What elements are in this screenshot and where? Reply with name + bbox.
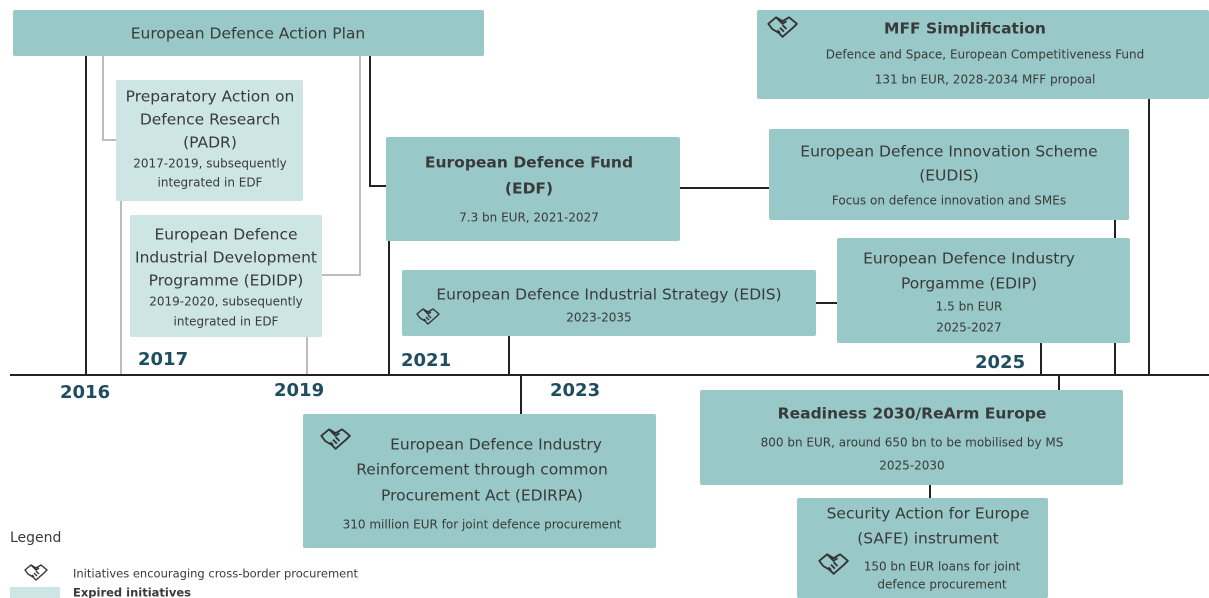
initiative-title: Procurement Act (EDIRPA) <box>381 487 583 505</box>
initiative-detail: Defence and Space, European Competitiven… <box>826 48 1145 62</box>
legend-title: Legend <box>10 530 61 546</box>
initiative-detail: 131 bn EUR, 2028-2034 MFF propoal <box>875 73 1096 87</box>
legend-item: Initiatives encouraging cross-border pro… <box>73 567 359 581</box>
initiative-title: European Defence Industrial Strategy (ED… <box>436 286 781 304</box>
initiative-detail: integrated in EDF <box>174 315 279 329</box>
initiative-title: Porgamme (EDIP) <box>901 275 1037 293</box>
legend-swatch <box>10 587 60 598</box>
year-label: 2023 <box>550 380 600 401</box>
initiative-title: Reinforcement through common <box>356 461 608 479</box>
initiative-title: Preparatory Action on <box>126 88 295 106</box>
initiative-title: Programme (EDIDP) <box>149 272 304 290</box>
initiative-box <box>130 215 322 337</box>
initiative-title: (PADR) <box>183 134 237 152</box>
years: 2016 2017 2019 2021 2023 2025 <box>60 349 1025 403</box>
initiative-title: Industrial Development <box>135 249 317 267</box>
year-label: 2017 <box>138 349 188 370</box>
year-label: 2019 <box>274 380 324 401</box>
initiative-title: (SAFE) instrument <box>857 530 998 548</box>
initiative-title: MFF Simplification <box>884 20 1046 38</box>
plan-box <box>13 10 484 56</box>
initiative-detail: Focus on defence innovation and SMEs <box>832 194 1066 208</box>
initiative-detail: 2023-2035 <box>566 311 631 325</box>
legend-item: Expired initiatives <box>73 586 191 598</box>
initiative-detail: 2019-2020, subsequently <box>149 295 303 309</box>
connector <box>322 56 361 276</box>
initiative-box <box>757 10 1209 99</box>
year-label: 2021 <box>401 350 451 371</box>
plan-title: European Defence Action Plan <box>131 25 365 43</box>
initiative-title: European Defence <box>154 226 297 244</box>
initiative-detail: 800 bn EUR, around 650 bn to be mobilise… <box>761 436 1064 450</box>
initiative-detail: integrated in EDF <box>158 176 263 190</box>
initiative-detail: defence procurement <box>877 578 1007 592</box>
initiative-detail: 7.3 bn EUR, 2021-2027 <box>459 211 599 225</box>
initiative-title: European Defence Industry <box>390 436 602 454</box>
initiative-box <box>837 238 1130 343</box>
handshake-icon <box>24 564 48 581</box>
initiative-box <box>700 390 1123 485</box>
initiative-detail: 2025-2030 <box>879 459 944 473</box>
boxes: European Defence Action Plan Preparatory … <box>13 10 1209 598</box>
initiative-title: Defence Research <box>140 111 280 129</box>
initiative-title: (EUDIS) <box>919 167 979 185</box>
connector <box>102 56 116 141</box>
initiative-title: European Defence Fund <box>425 154 633 172</box>
initiative-box <box>797 498 1048 598</box>
legend: Legend Initiatives encouraging cross-bor… <box>10 530 359 598</box>
initiative-title: Readiness 2030/ReArm Europe <box>778 405 1047 423</box>
initiative-box <box>303 414 656 548</box>
initiative-title: (EDF) <box>505 180 553 198</box>
initiative-box <box>769 129 1129 220</box>
initiative-title: European Defence Innovation Scheme <box>800 143 1097 161</box>
year-label: 2025 <box>975 352 1025 373</box>
initiative-detail: 1.5 bn EUR <box>936 300 1003 314</box>
initiative-box <box>116 80 303 201</box>
initiative-detail: 2025-2027 <box>936 321 1001 335</box>
initiative-box <box>402 270 816 336</box>
initiative-detail: 310 million EUR for joint defence procur… <box>343 518 622 532</box>
connector <box>369 56 386 187</box>
initiative-title: Security Action for Europe <box>827 505 1030 523</box>
initiative-title: European Defence Industry <box>863 250 1075 268</box>
initiative-detail: 2017-2019, subsequently <box>133 157 287 171</box>
initiative-box <box>386 137 680 241</box>
year-label: 2016 <box>60 382 110 403</box>
initiative-detail: 150 bn EUR loans for joint <box>864 560 1021 574</box>
